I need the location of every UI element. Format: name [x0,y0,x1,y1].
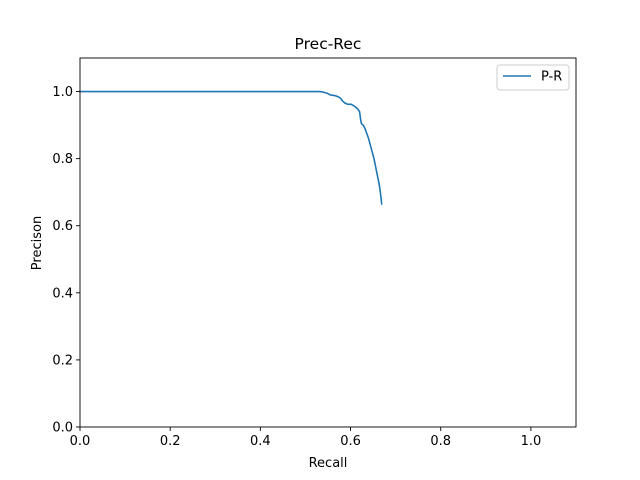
x-tick-label: 0.4 [250,434,271,449]
x-tick-label: 0.0 [70,434,91,449]
legend-label: P-R [541,70,562,85]
legend-box [496,64,570,91]
axes-frame [79,57,577,428]
x-tick-label: 0.6 [340,434,361,449]
y-tick-label: 0.0 [52,421,73,436]
y-tick-label: 0.2 [52,353,73,368]
y-tick-label: 0.4 [52,286,73,301]
x-tick-label: 0.8 [430,434,451,449]
y-axis-label: Precison [30,216,45,270]
plot-area: 0.0 0.2 0.4 0.6 0.8 1.0 0.0 0.2 0.4 0.6 0.8 1.0 P-R [52,57,577,449]
x-tick-label: 0.2 [160,434,181,449]
chart-title: Prec-Rec [295,35,362,53]
x-tick-label: 1.0 [521,434,542,449]
y-tick-label: 0.6 [52,219,73,234]
y-tick-label: 0.8 [52,152,73,167]
y-tick-label: 1.0 [52,85,73,100]
x-axis-label: Recall [309,456,348,471]
series-line-1 [79,90,383,205]
